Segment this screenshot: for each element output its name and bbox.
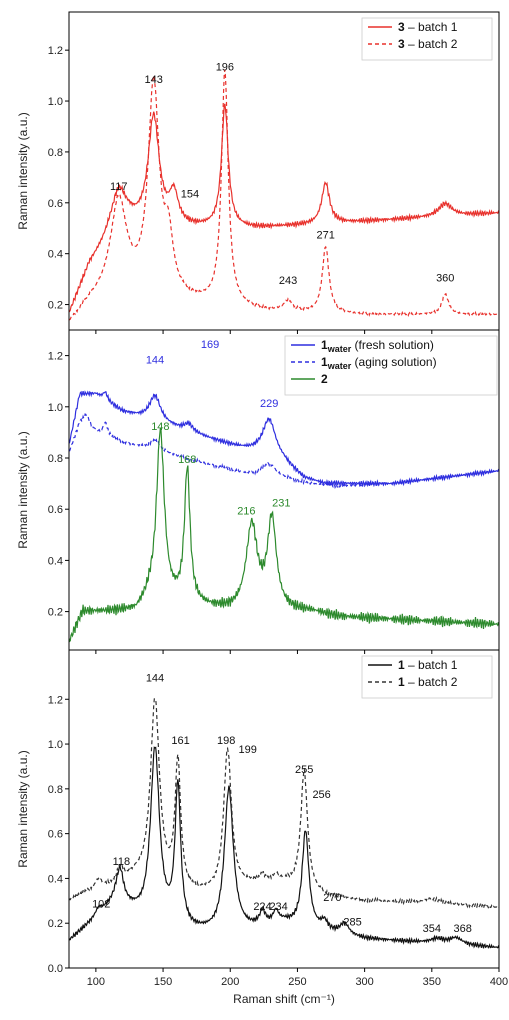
series-line-middle-1 — [69, 413, 499, 490]
legend-entry: 2 — [321, 372, 328, 386]
y-tick-label: 1.2 — [48, 45, 63, 57]
x-axis-label: Raman shift (cm⁻¹) — [233, 992, 335, 1006]
peak-annotation: 148 — [151, 421, 169, 433]
peak-annotation: 270 — [323, 892, 341, 904]
x-tick-label: 350 — [423, 976, 441, 988]
peak-annotation: 368 — [454, 923, 472, 935]
y-axis-label: Raman intensity (a.u.) — [16, 750, 30, 867]
peak-annotation: 285 — [343, 916, 361, 928]
legend-entry: 1water (fresh solution) — [321, 338, 434, 354]
peak-annotation: 154 — [181, 189, 199, 201]
legend-entry: 1 – batch 2 — [398, 675, 458, 689]
legend-entry: 3 – batch 2 — [398, 37, 458, 51]
legend-bold: 2 — [321, 372, 328, 386]
y-tick-label: 0.2 — [48, 300, 63, 312]
legend-sub: water — [327, 344, 352, 354]
y-tick-label: 1.2 — [48, 351, 63, 363]
peak-annotation: 168 — [178, 454, 196, 466]
legend-box — [361, 17, 493, 61]
legend-rest: – batch 1 — [405, 20, 458, 34]
y-tick-label: 0.6 — [48, 504, 63, 516]
y-tick-label: 0.8 — [48, 453, 63, 465]
legend-bold: 1 — [398, 658, 405, 672]
chart-panel-bottom: 0.0 0.2 0.4 0.6 0.8 1.0 1.2 100 150 200 250 300 350 4… — [16, 649, 508, 988]
series-line-bottom-1 — [69, 698, 499, 910]
y-axis-label: Raman intensity (a.u.) — [16, 431, 30, 548]
peak-annotation: 144 — [146, 672, 164, 684]
y-tick-label: 0.8 — [48, 147, 63, 159]
plot-frame — [68, 649, 500, 969]
peak-annotation: 243 — [279, 275, 297, 287]
peak-annotation: 256 — [312, 789, 330, 801]
legend-rest: – batch 1 — [405, 658, 458, 672]
peak-annotation: 234 — [269, 901, 287, 913]
legend-sub: water — [327, 361, 352, 371]
legend-box — [361, 655, 493, 699]
peak-annotation: 255 — [295, 764, 313, 776]
x-tick-label: 250 — [288, 976, 306, 988]
y-tick-label: 1.0 — [48, 739, 63, 751]
legend-rest: (fresh solution) — [351, 338, 434, 352]
peak-annotation: 360 — [436, 273, 454, 285]
legend-bold: 3 — [398, 20, 405, 34]
peak-annotation: 224 — [253, 901, 271, 913]
y-tick-label: 0.4 — [48, 249, 63, 261]
legend-box — [284, 335, 498, 396]
y-tick-label: 1.0 — [48, 402, 63, 414]
peak-annotation: 354 — [423, 923, 441, 935]
legend-bold: 1 — [398, 675, 405, 689]
peak-annotation: 231 — [272, 498, 290, 510]
peak-annotation: 143 — [144, 74, 162, 86]
peak-annotation: 144 — [146, 354, 164, 366]
legend-rest: – batch 2 — [405, 675, 458, 689]
series-line-top-0 — [69, 103, 499, 313]
series-line-middle-2 — [69, 427, 499, 643]
x-tick-label: 150 — [154, 976, 172, 988]
peak-annotation: 117 — [110, 181, 128, 193]
x-tick-label: 400 — [490, 976, 508, 988]
legend-rest: (aging solution) — [351, 355, 436, 369]
peak-annotation: 271 — [316, 229, 334, 241]
peak-annotation: 198 — [217, 735, 235, 747]
legend-bold: 3 — [398, 37, 405, 51]
y-tick-label: 1.2 — [48, 694, 63, 706]
legend-entry: 1water (aging solution) — [321, 355, 437, 371]
legend-bold: 1 — [321, 355, 328, 369]
y-tick-label: 0.2 — [48, 607, 63, 619]
peak-annotation: 118 — [113, 856, 131, 868]
y-axis-label: Raman intensity (a.u.) — [16, 112, 30, 229]
legend-entry: 1 – batch 1 — [398, 658, 458, 672]
peak-annotation: 102 — [92, 899, 110, 911]
peak-annotation: 169 — [201, 339, 219, 351]
y-tick-label: 0.2 — [48, 918, 63, 930]
y-tick-label: 0.6 — [48, 829, 63, 841]
peak-annotation: 161 — [171, 735, 189, 747]
x-tick-label: 300 — [355, 976, 373, 988]
chart-panel-middle: 0.2 0.4 0.6 0.8 1.0 1.2 Raman intensity (a.u.)… — [16, 329, 500, 654]
peak-annotation: 216 — [237, 505, 255, 517]
series-line-middle-0 — [69, 390, 499, 488]
y-tick-label: 0.0 — [48, 963, 63, 975]
legend-rest: – batch 2 — [405, 37, 458, 51]
peak-annotation: 199 — [239, 744, 257, 756]
legend-bold: 1 — [321, 338, 328, 352]
y-tick-label: 0.6 — [48, 198, 63, 210]
legend-entry: 3 – batch 1 — [398, 20, 458, 34]
y-tick-label: 0.8 — [48, 784, 63, 796]
y-tick-label: 0.4 — [48, 555, 63, 567]
y-tick-label: 0.4 — [48, 873, 63, 885]
x-tick-label: 100 — [87, 976, 105, 988]
y-tick-label: 1.0 — [48, 96, 63, 108]
peak-annotation: 196 — [216, 62, 234, 74]
x-tick-label: 200 — [221, 976, 239, 988]
peak-annotation: 229 — [260, 398, 278, 410]
series-line-bottom-0 — [69, 746, 499, 949]
chart-panel-top: 0.2 0.4 0.6 0.8 1.0 1.2 Raman intensity (a.u.)… — [16, 11, 500, 334]
series-line-top-1 — [69, 69, 499, 321]
